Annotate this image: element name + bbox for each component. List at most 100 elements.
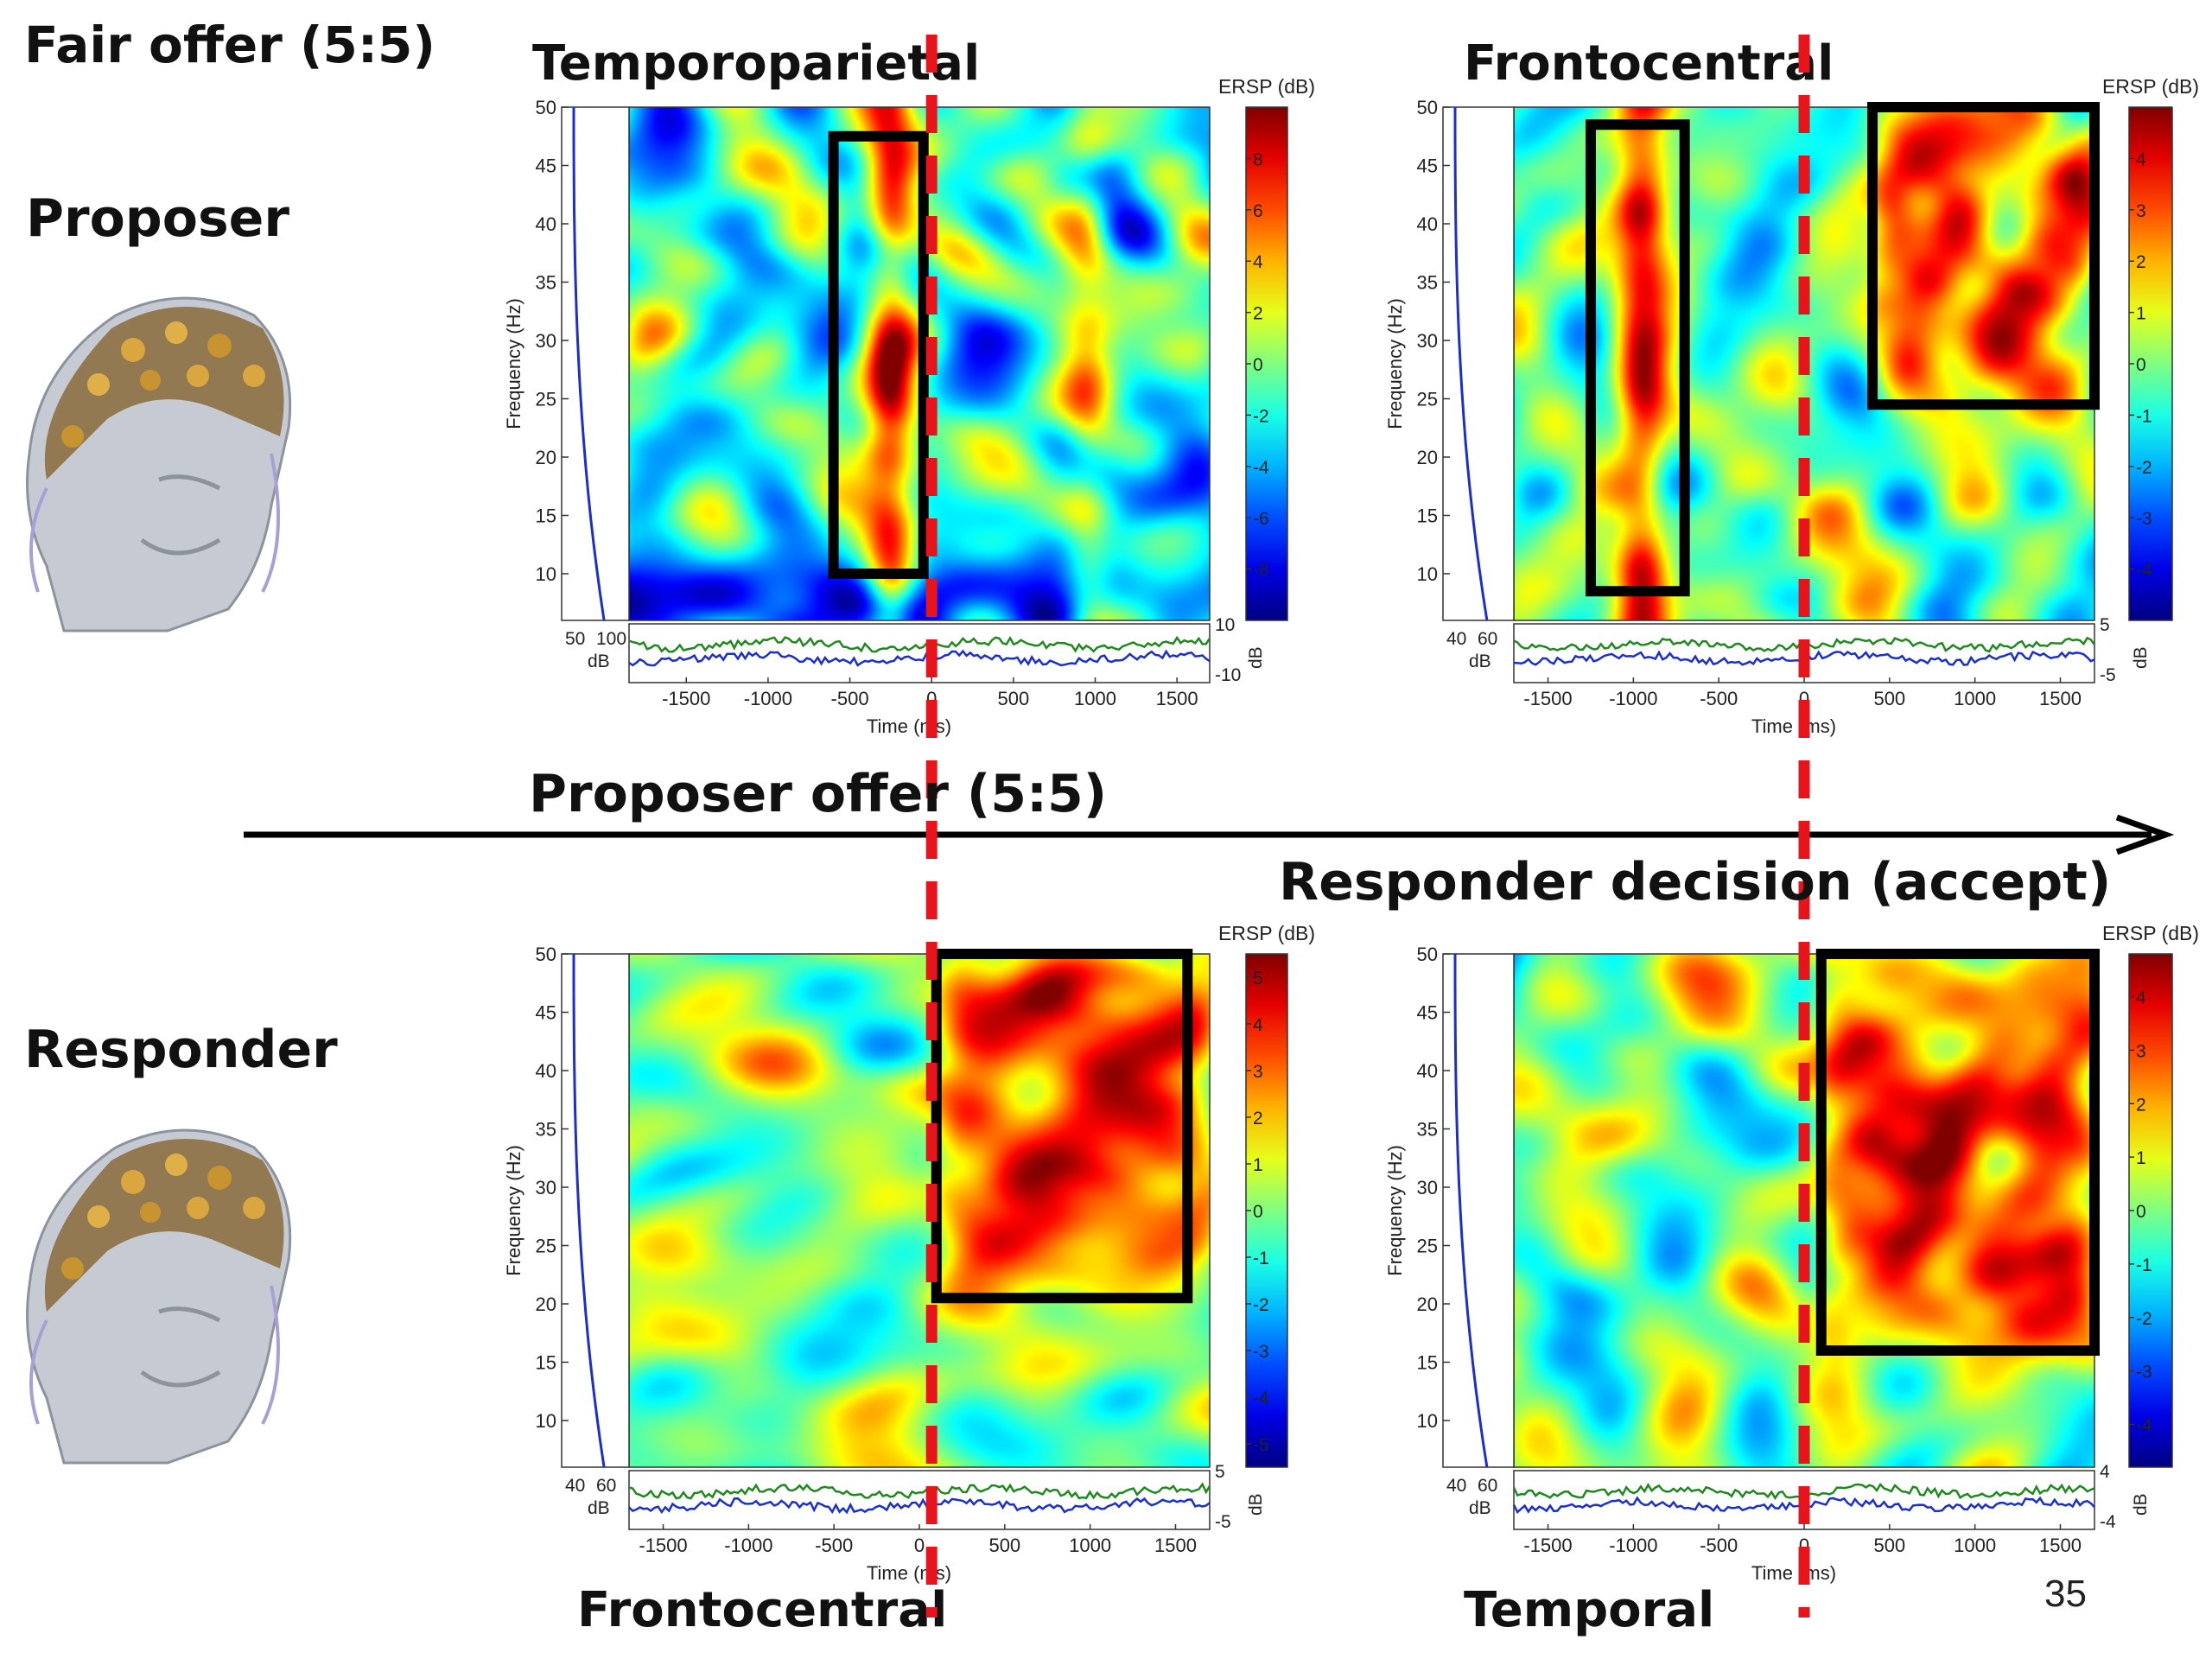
x-tick-label: 500	[1873, 688, 1905, 709]
colorbar-tick-label: 2	[2136, 252, 2146, 272]
y-tick-label: 10	[1417, 1410, 1438, 1432]
colorbar-tick-label: 0	[1253, 1202, 1263, 1222]
x-tick-label: 1000	[1954, 1535, 1996, 1556]
x-tick-label: 1500	[2039, 1535, 2082, 1556]
highlight-box	[1815, 949, 2100, 1356]
colorbar-tick-label: 0	[2136, 1202, 2146, 1222]
y-tick-label: 50	[536, 944, 556, 965]
y-tick-label: 45	[536, 156, 556, 177]
x-axis-label: Time (ms)	[867, 715, 951, 737]
colorbar	[1245, 106, 1288, 621]
colorbar-tick-label: 3	[2136, 1041, 2146, 1061]
x-tick-label: 1000	[1069, 1535, 1111, 1556]
colorbar-tick-label: -4	[1253, 458, 1269, 478]
x-axis-label: Time (ms)	[1751, 715, 1836, 737]
slide-title: Fair offer (5:5)	[24, 16, 435, 74]
colorbar-label: ERSP (dB)	[1218, 922, 1315, 944]
y-tick-label: 30	[536, 1177, 556, 1198]
proposer-head-eeg-cap-image	[26, 296, 292, 632]
colorbar-tick-label: 4	[2136, 149, 2146, 169]
colorbar-tick-label: -2	[2136, 1309, 2152, 1329]
x-tick-label: 1500	[1156, 688, 1198, 709]
y-tick-label: 25	[536, 389, 556, 410]
colorbar-tick-label: -2	[1253, 1295, 1269, 1315]
y-tick-label: 10	[1417, 563, 1438, 585]
panel-title: Temporal	[1464, 1582, 1714, 1638]
trace-unit-label: dB	[1246, 646, 1266, 669]
baseline-spectrum-line	[572, 954, 606, 1468]
x-tick-label: -1500	[1523, 1535, 1572, 1556]
colorbar-label: ERSP (dB)	[1218, 75, 1315, 98]
trace-panel	[628, 623, 1211, 683]
ersp-heatmap	[629, 954, 1210, 1467]
colorbar-tick-label: 4	[1253, 252, 1263, 272]
y-tick-label: 10	[536, 563, 556, 585]
baseline-panel	[1442, 106, 1515, 621]
responder-head-eeg-cap-image	[26, 1128, 292, 1465]
proposer-offer-label: Proposer offer (5:5)	[529, 764, 1108, 824]
baseline-tick-label: 100	[596, 629, 626, 649]
baseline-panel	[561, 953, 630, 1468]
baseline-spectrum-line	[1453, 954, 1489, 1468]
x-tick-label: -1000	[744, 688, 792, 709]
y-tick-label: 15	[536, 1352, 556, 1374]
y-tick-label: 25	[536, 1236, 556, 1257]
colorbar-tick-label: -4	[1253, 1389, 1269, 1408]
baseline-tick-label: 60	[1478, 629, 1497, 649]
baseline-unit-label: dB	[588, 1498, 610, 1518]
x-tick-label: 500	[1873, 1535, 1905, 1556]
trace-top-tick: 4	[2100, 1462, 2110, 1482]
baseline-spectrum-line	[572, 107, 606, 621]
baseline-panel	[1442, 953, 1515, 1468]
trace-top-tick: 10	[1215, 615, 1235, 635]
y-tick-label: 35	[536, 1119, 556, 1141]
colorbar-tick-label: -2	[2136, 458, 2152, 478]
colorbar-tick-label: 0	[1253, 355, 1263, 375]
panel-title: Temporoparietal	[532, 35, 980, 92]
baseline-tick-label: 60	[596, 1476, 616, 1496]
highlight-box	[1585, 119, 1690, 597]
highlight-box	[828, 130, 929, 579]
page-number: 35	[2044, 1573, 2087, 1615]
colorbar	[1245, 953, 1288, 1468]
trace-panel	[628, 1470, 1211, 1530]
colorbar-label: ERSP (dB)	[2102, 75, 2199, 98]
x-tick-label: -500	[815, 1535, 853, 1556]
y-tick-label: 40	[1417, 213, 1438, 235]
x-tick-label: -1500	[662, 688, 710, 709]
event-markers	[925, 35, 1810, 1618]
highlight-box	[1867, 102, 2100, 410]
x-tick-label: -1000	[1609, 688, 1657, 709]
x-tick-label: -1000	[1609, 1535, 1657, 1556]
colorbar-tick-label: -1	[2136, 406, 2152, 426]
trace-unit-label: dB	[2131, 1493, 2151, 1516]
y-tick-label: 30	[1417, 1177, 1438, 1198]
y-tick-label: 45	[1417, 156, 1438, 177]
trace-line-blue	[628, 1497, 1211, 1515]
x-axis-label: Time (ms)	[867, 1562, 951, 1584]
y-tick-label: 20	[536, 1294, 556, 1315]
x-tick-label: 0	[914, 1535, 925, 1556]
colorbar-tick-label: 3	[1253, 1062, 1263, 1082]
responder-decision-label: Responder decision (accept)	[1279, 852, 2112, 912]
colorbar-tick-label: -6	[1253, 509, 1269, 529]
trace-bottom-tick: -5	[1215, 1512, 1231, 1532]
y-axis-label: Frequency (Hz)	[1384, 298, 1406, 429]
colorbar-tick-label: 4	[2136, 988, 2146, 1008]
x-tick-label: -500	[831, 688, 869, 709]
x-tick-label: 1000	[1954, 688, 1996, 709]
colorbar-tick-label: 1	[1253, 1155, 1263, 1175]
timeline-arrow-head	[2115, 814, 2175, 855]
colorbar-tick-label: -5	[1253, 1435, 1269, 1455]
baseline-unit-label: dB	[1469, 652, 1491, 671]
x-tick-label: 1500	[2039, 688, 2082, 709]
x-tick-label: -500	[1700, 688, 1738, 709]
y-tick-label: 20	[1417, 447, 1438, 468]
x-tick-label: 500	[988, 1535, 1020, 1556]
proposer-label: Proposer	[26, 188, 289, 249]
x-tick-label: -500	[1700, 1535, 1738, 1556]
x-tick-label: 500	[997, 688, 1029, 709]
panel-title: Frontocentral	[577, 1582, 947, 1638]
